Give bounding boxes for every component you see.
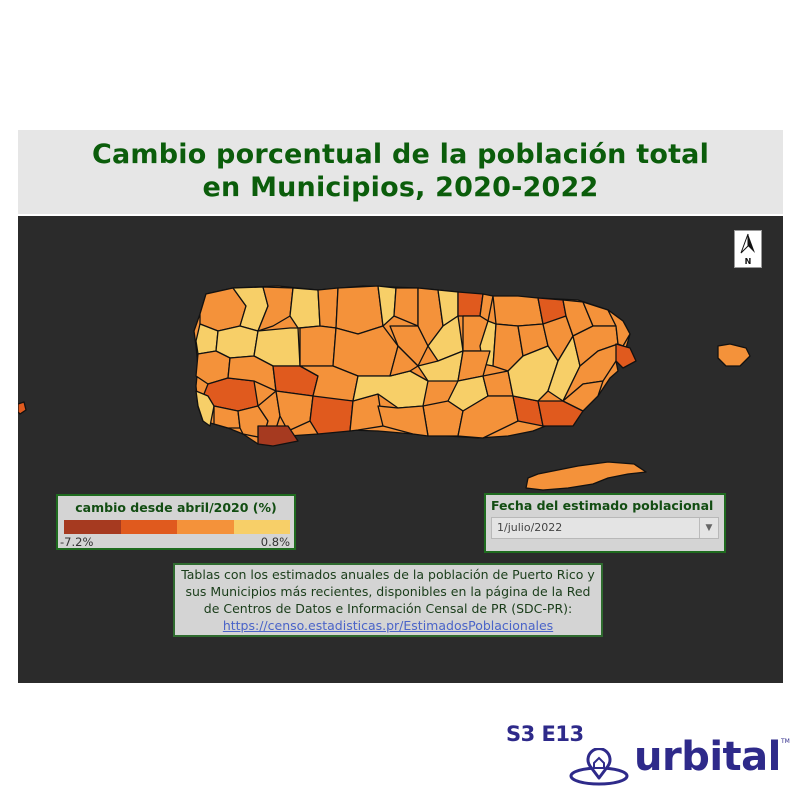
info-line-2: sus Municipios más recientes, disponible…	[185, 584, 591, 599]
page-title: Cambio porcentual de la población total …	[18, 130, 783, 204]
legend-max-label: 0.8%	[260, 535, 290, 549]
municipio	[422, 400, 464, 437]
municipio	[562, 380, 604, 412]
municipio	[317, 287, 339, 329]
municipio	[275, 390, 314, 432]
municipio	[492, 295, 544, 327]
legend-title: cambio desde abril/2020 (%)	[75, 500, 277, 515]
island-vieques	[525, 461, 647, 491]
map-panel: Cambio porcentual de la población total …	[18, 130, 783, 683]
legend-color-bar	[64, 520, 290, 534]
island-mona	[18, 401, 27, 415]
municipio	[257, 425, 299, 447]
legend-bin-4	[233, 520, 290, 534]
municipio	[507, 345, 559, 402]
municipio	[537, 400, 584, 427]
info-line-1: Tablas con los estimados anuales de la p…	[181, 567, 595, 582]
info-line-3: de Centros de Datos e Información Censal…	[203, 601, 573, 616]
municipio	[377, 405, 429, 437]
municipio	[289, 287, 321, 329]
north-arrow: N	[734, 230, 762, 268]
municipio	[457, 291, 484, 317]
title-line-2: en Municipios, 2020-2022	[202, 172, 599, 203]
municipio	[332, 325, 399, 377]
trademark: TM	[781, 738, 790, 745]
title-band: Cambio porcentual de la población total …	[18, 130, 783, 216]
municipio	[615, 343, 637, 369]
island-culebra	[717, 343, 751, 367]
municipio	[309, 395, 354, 435]
puerto-rico-map[interactable]	[18, 216, 783, 683]
title-line-1: Cambio porcentual de la población total	[91, 139, 710, 170]
municipio	[427, 315, 464, 362]
episode-label: S3 E13	[506, 722, 584, 746]
chevron-down-icon[interactable]: ▼	[699, 518, 718, 538]
brand-logo: urbital	[634, 734, 781, 780]
legend-bin-2	[120, 520, 177, 534]
census-link[interactable]: https://censo.estadisticas.pr/EstimadosP…	[222, 618, 554, 633]
legend-bin-3	[177, 520, 234, 534]
date-dropdown[interactable]: 1/julio/2022 ▼	[491, 517, 719, 539]
north-label: N	[744, 257, 752, 266]
date-dropdown-value: 1/julio/2022	[497, 521, 563, 534]
legend-bin-1	[64, 520, 121, 534]
date-selector-label: Fecha del estimado poblacional	[491, 498, 714, 513]
location-pin-icon	[569, 748, 629, 786]
municipio	[215, 325, 259, 359]
color-legend: cambio desde abril/2020 (%) -7.2% 0.8%	[56, 494, 296, 550]
municipio	[195, 390, 215, 427]
date-selector-panel: Fecha del estimado poblacional 1/julio/2…	[484, 493, 726, 553]
municipio	[389, 325, 429, 367]
legend-min-label: -7.2%	[60, 535, 94, 549]
info-panel: Tablas con los estimados anuales de la p…	[173, 563, 603, 637]
municipio	[335, 285, 384, 335]
municipio	[389, 345, 419, 377]
north-arrow-icon	[740, 233, 755, 254]
municipio	[299, 325, 337, 367]
choropleth-map[interactable]: N cambio desde abril/2020 (%) -7.2% 0.8%…	[18, 216, 783, 683]
municipio	[213, 405, 241, 429]
